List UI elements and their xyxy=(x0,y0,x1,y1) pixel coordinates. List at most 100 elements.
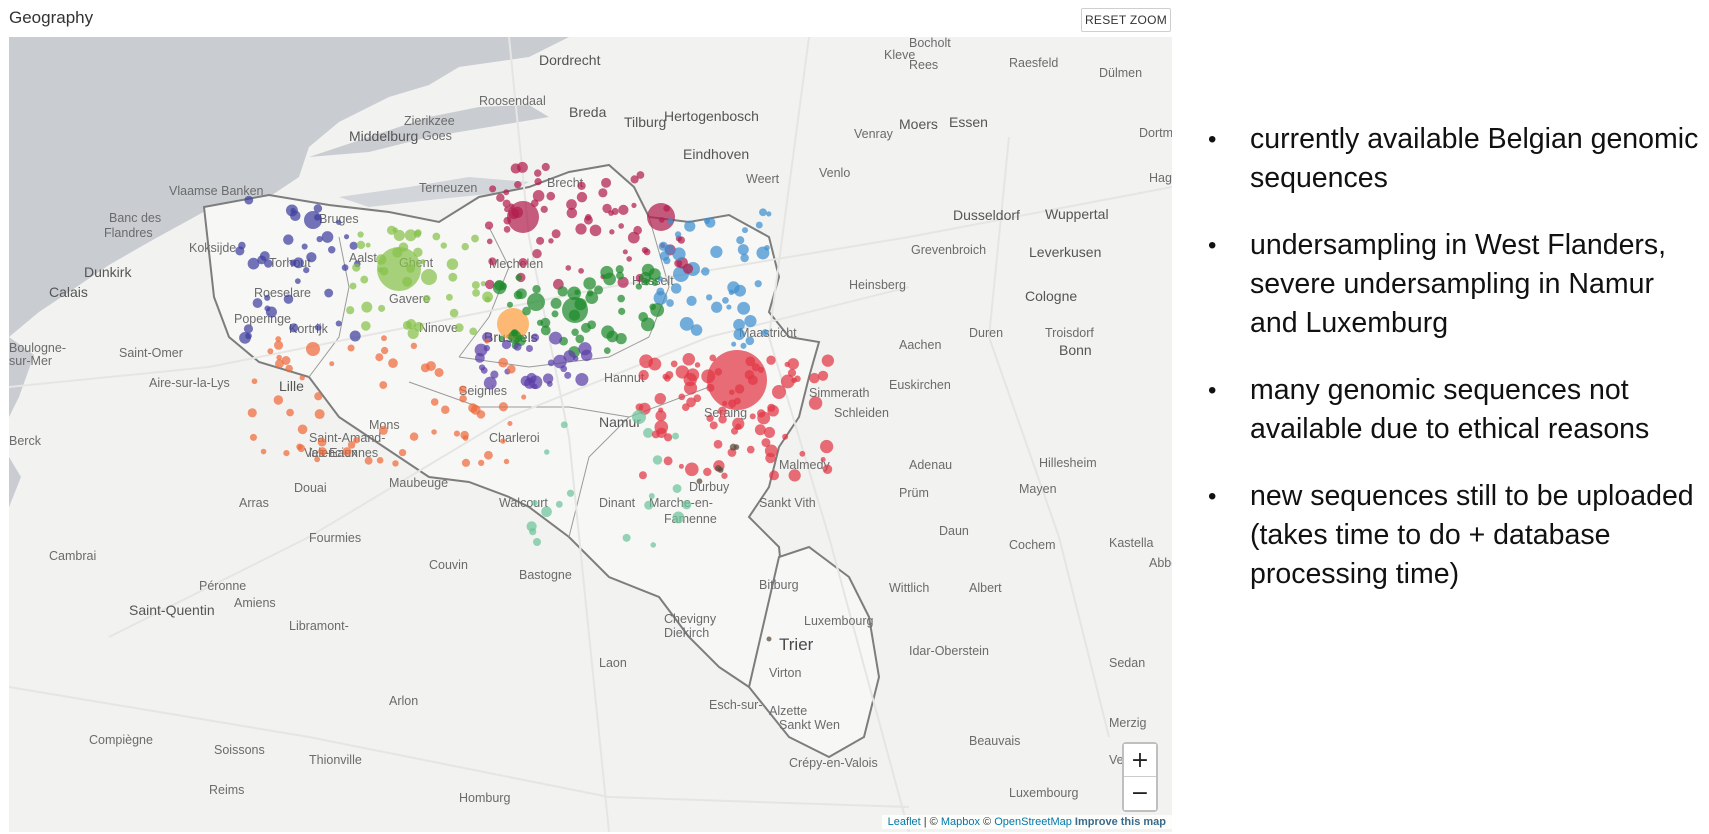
sequence-dot[interactable] xyxy=(407,327,419,339)
sequence-dot[interactable] xyxy=(533,538,541,546)
sequence-dot[interactable] xyxy=(627,231,640,244)
sequence-dot[interactable] xyxy=(600,265,614,279)
sequence-dot[interactable] xyxy=(553,354,567,369)
sequence-dot[interactable] xyxy=(480,366,488,374)
sequence-dot[interactable] xyxy=(448,272,458,282)
sequence-dot[interactable] xyxy=(461,458,471,467)
sequence-dot[interactable] xyxy=(532,284,541,294)
mapbox-link[interactable]: Mapbox xyxy=(940,816,980,828)
sequence-dot[interactable] xyxy=(703,467,712,477)
sequence-dot[interactable] xyxy=(381,335,387,342)
sequence-dot[interactable] xyxy=(540,205,548,213)
sequence-dot[interactable] xyxy=(503,458,510,465)
sequence-dot[interactable] xyxy=(430,398,439,406)
sequence-dot[interactable] xyxy=(821,354,835,367)
sequence-dot[interactable] xyxy=(379,381,388,389)
sequence-dot[interactable] xyxy=(357,231,364,238)
sequence-dot[interactable] xyxy=(664,244,674,254)
sequence-dot[interactable] xyxy=(670,283,682,294)
sequence-dot[interactable] xyxy=(318,447,327,456)
sequence-dot[interactable] xyxy=(678,463,684,469)
sequence-dot[interactable] xyxy=(740,342,747,349)
sequence-dot[interactable] xyxy=(402,320,412,330)
sequence-dot[interactable] xyxy=(563,350,576,363)
sequence-dot[interactable] xyxy=(243,324,253,334)
sequence-dot[interactable] xyxy=(484,296,491,303)
sequence-dot[interactable] xyxy=(780,374,795,389)
sequence-dot[interactable] xyxy=(639,271,652,284)
sequence-dot[interactable] xyxy=(755,221,763,229)
sequence-dot[interactable] xyxy=(622,249,628,255)
sequence-dot[interactable] xyxy=(283,294,294,304)
sequence-dot[interactable] xyxy=(603,347,611,354)
map-view[interactable]: Dordrecht Hertogenbosch Breda Tilburg Roosen… xyxy=(9,37,1172,832)
sequence-dot[interactable] xyxy=(601,177,612,188)
sequence-dot[interactable] xyxy=(726,304,732,310)
sequence-dot[interactable] xyxy=(503,226,511,233)
sequence-dot[interactable] xyxy=(706,414,714,422)
sequence-dot[interactable] xyxy=(706,383,715,392)
sequence-dot[interactable] xyxy=(568,309,580,321)
sequence-dot[interactable] xyxy=(515,274,523,281)
sequence-dot[interactable] xyxy=(393,229,405,242)
sequence-dot[interactable] xyxy=(581,322,591,333)
sequence-dot[interactable] xyxy=(449,308,459,318)
sequence-dot[interactable] xyxy=(349,282,357,290)
sequence-dot[interactable] xyxy=(275,336,282,342)
sequence-dot[interactable] xyxy=(485,279,495,290)
improve-map-link[interactable]: Improve this map xyxy=(1074,816,1166,828)
sequence-dot[interactable] xyxy=(488,257,497,266)
sequence-dot[interactable] xyxy=(565,265,572,271)
sequence-dot[interactable] xyxy=(733,328,745,341)
sequence-dot[interactable] xyxy=(666,218,674,225)
sequence-dot[interactable] xyxy=(638,369,649,381)
reset-zoom-button[interactable]: RESET ZOOM xyxy=(1081,8,1171,32)
sequence-dot[interactable] xyxy=(630,175,639,184)
sequence-dot[interactable] xyxy=(484,221,494,230)
sequence-dot[interactable] xyxy=(290,210,301,222)
sequence-dot[interactable] xyxy=(574,289,580,295)
sequence-dot[interactable] xyxy=(283,450,290,457)
sequence-dot[interactable] xyxy=(710,245,723,259)
sequence-dot[interactable] xyxy=(247,257,260,270)
sequence-dot[interactable] xyxy=(511,206,524,219)
sequence-dot[interactable] xyxy=(341,264,349,271)
sequence-dot[interactable] xyxy=(631,202,637,208)
sequence-dot[interactable] xyxy=(306,342,320,356)
sequence-dot[interactable] xyxy=(694,362,701,368)
sequence-dot[interactable] xyxy=(440,242,447,249)
sequence-dot[interactable] xyxy=(445,293,453,301)
sequence-dot[interactable] xyxy=(264,259,273,268)
sequence-dot[interactable] xyxy=(531,499,538,506)
sequence-dot[interactable] xyxy=(633,225,642,235)
sequence-dot[interactable] xyxy=(763,426,776,438)
sequence-dot[interactable] xyxy=(274,340,284,350)
sequence-dot[interactable] xyxy=(534,178,542,186)
zoom-in-button[interactable]: + xyxy=(1124,744,1156,777)
sequence-dot[interactable] xyxy=(410,342,418,350)
sequence-dot[interactable] xyxy=(772,385,786,399)
sequence-dot[interactable] xyxy=(504,206,510,213)
sequence-dot[interactable] xyxy=(299,375,305,381)
sequence-dot[interactable] xyxy=(766,355,776,365)
sequence-dot[interactable] xyxy=(787,358,799,370)
sequence-dot[interactable] xyxy=(547,359,555,367)
sequence-dot[interactable] xyxy=(683,381,698,395)
sequence-dot[interactable] xyxy=(532,248,542,259)
sequence-dot[interactable] xyxy=(347,441,356,449)
sequence-dot[interactable] xyxy=(686,295,697,306)
sequence-dot[interactable] xyxy=(459,394,467,403)
sequence-dot[interactable] xyxy=(618,204,629,215)
sequence-dot[interactable] xyxy=(686,397,696,408)
sequence-dot[interactable] xyxy=(566,489,575,497)
sequence-dot[interactable] xyxy=(794,375,801,383)
sequence-dot[interactable] xyxy=(782,433,789,440)
sequence-dot[interactable] xyxy=(336,219,342,225)
sequence-dot[interactable] xyxy=(398,448,407,457)
sequence-dot[interactable] xyxy=(809,372,820,384)
sequence-dot[interactable] xyxy=(615,265,624,274)
sequence-dot[interactable] xyxy=(672,247,686,261)
sequence-dot[interactable] xyxy=(306,252,317,263)
sequence-dot[interactable] xyxy=(733,318,745,331)
sequence-dot[interactable] xyxy=(747,375,758,386)
